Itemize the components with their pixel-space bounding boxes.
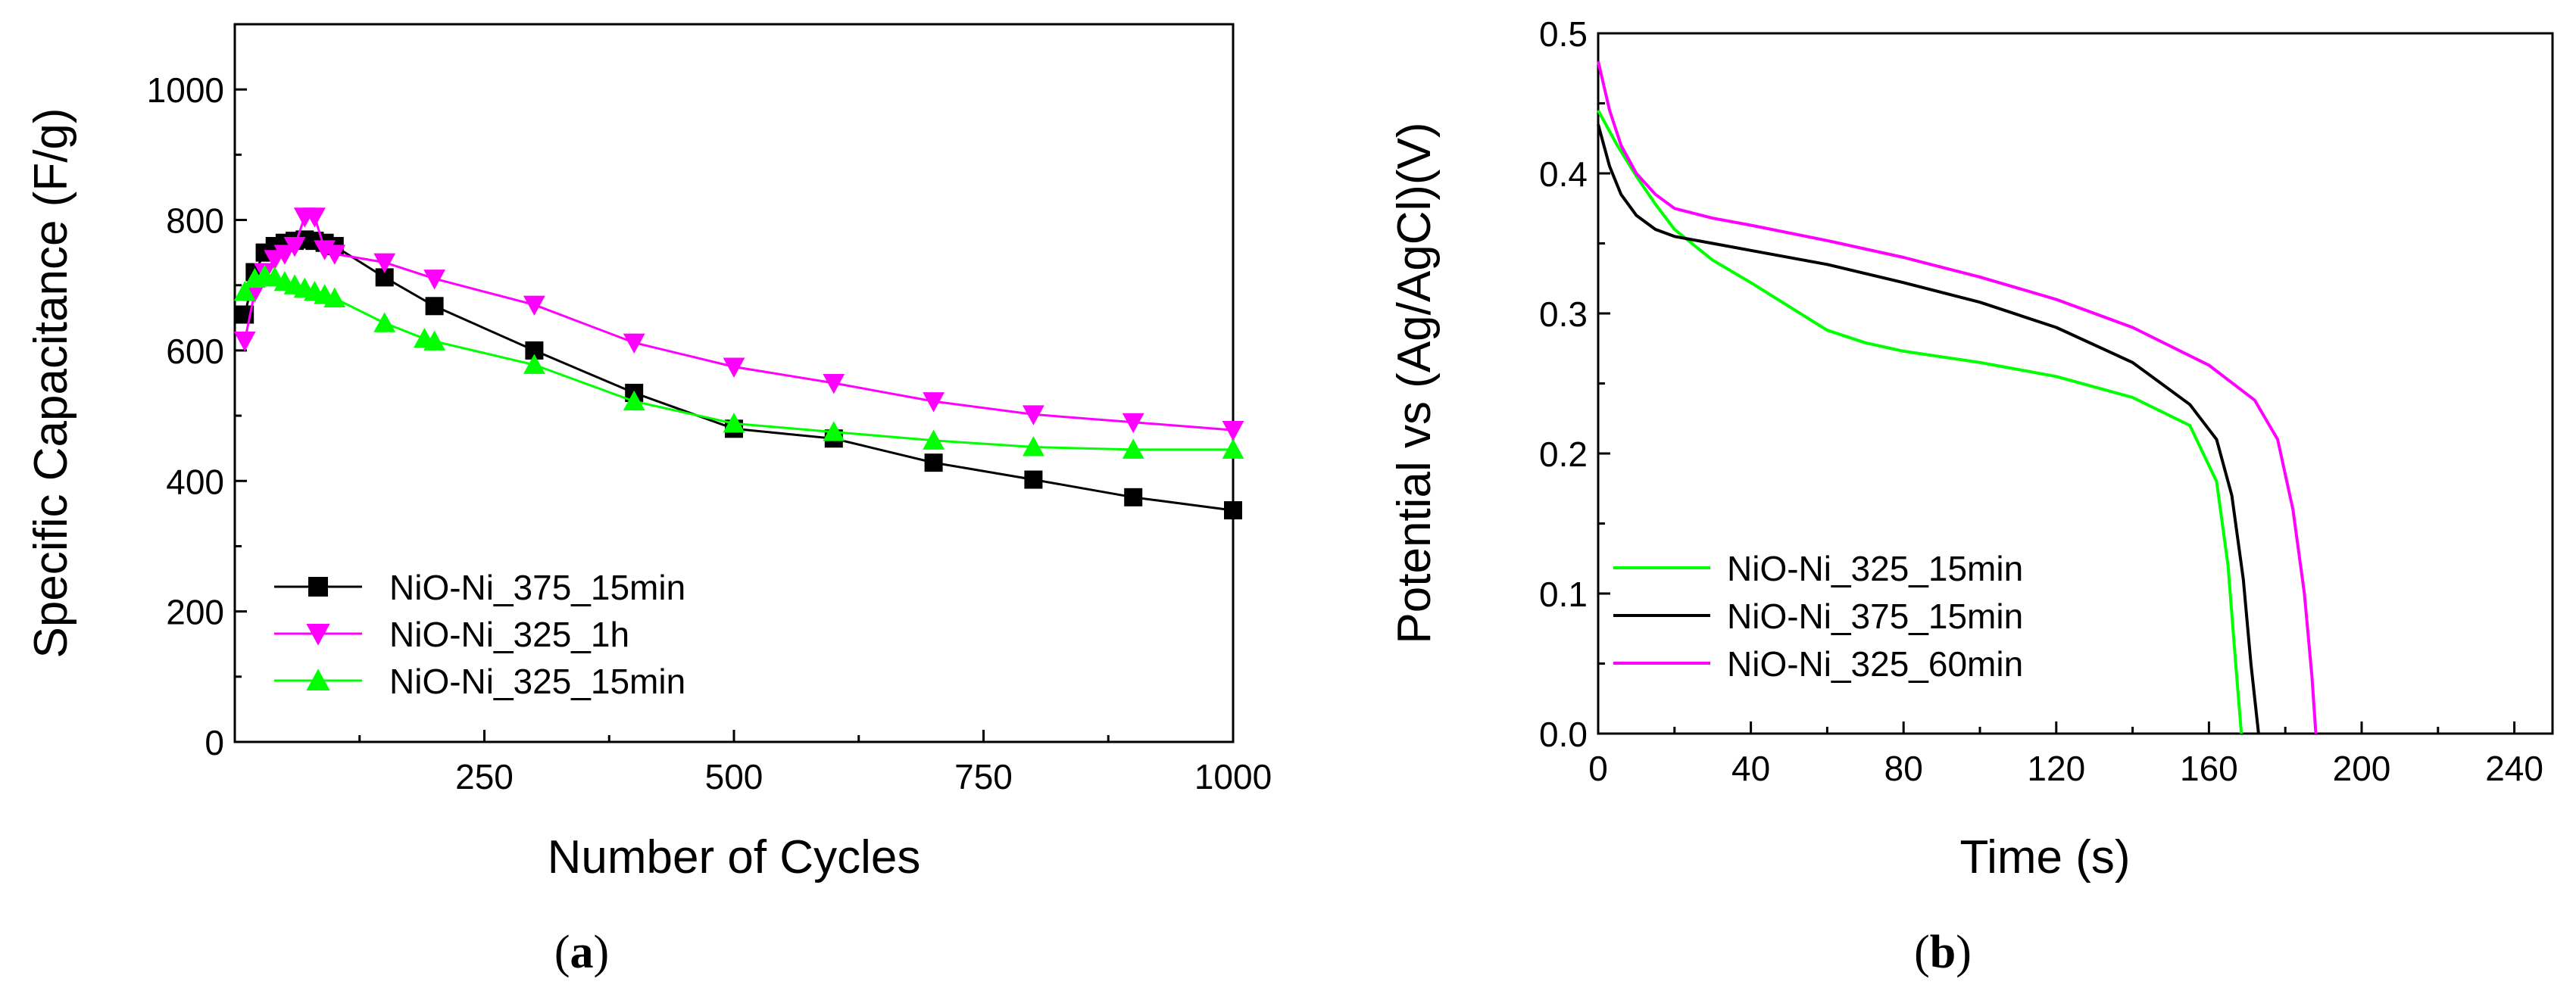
x-axis-ticks-b: 0 40 80 120 160 200 240 [1588, 721, 2543, 788]
y-tick-label: 1000 [147, 70, 224, 110]
series-NiO-Ni_325_60min [1597, 61, 2318, 734]
data-point [623, 390, 645, 411]
legend-label: NiO-Ni_325_15min [389, 662, 685, 701]
series-group-b [1597, 61, 2318, 734]
x-axis-ticks-a: 250 500 750 1000 [358, 730, 1272, 796]
data-point [423, 330, 445, 351]
legend-item: NiO-Ni_325_1h [274, 615, 629, 654]
data-point [723, 357, 745, 378]
data-point [1122, 438, 1144, 459]
legend-item: NiO-Ni_325_60min [1613, 644, 2023, 684]
x-tick-label: 40 [1731, 749, 1770, 788]
data-point [304, 207, 326, 228]
x-tick-label: 1000 [1194, 757, 1272, 796]
data-point [1024, 470, 1043, 489]
chart-panel-b: 0.0 0.1 0.2 0.3 0.4 0.5 0 40 80 120 160 200 240 Tim… [1388, 14, 2554, 978]
y-tick-label: 0.2 [1539, 435, 1588, 474]
y-tick-label: 0.4 [1539, 154, 1588, 194]
data-point [373, 312, 396, 332]
y-axis-ticks-b: 0.0 0.1 0.2 0.3 0.4 0.5 [1539, 14, 1610, 754]
data-point [723, 413, 745, 433]
panel-label-a: a [570, 927, 594, 978]
y-tick-label: 400 [166, 462, 224, 501]
y-axis-label-b: Potential vs (Ag/AgCl)(V) [1388, 122, 1441, 644]
data-point [373, 253, 396, 273]
data-point [283, 237, 306, 257]
legend-a: NiO-Ni_375_15min NiO-Ni_325_1h NiO-Ni_325_… [274, 568, 685, 701]
legend-item: NiO-Ni_375_15min [274, 568, 685, 607]
y-tick-label: 600 [166, 332, 224, 371]
x-tick-label: 0 [1588, 749, 1608, 788]
data-point [1222, 438, 1244, 459]
data-point [623, 333, 645, 354]
y-tick-label: 0.5 [1539, 14, 1588, 54]
legend-label: NiO-Ni_325_60min [1727, 644, 2023, 684]
series-group-a [233, 207, 1244, 520]
y-tick-label: 0.0 [1539, 715, 1588, 754]
x-axis-label-b: Time (s) [1960, 831, 2131, 883]
data-point [1023, 436, 1044, 457]
series-NiO-Ni_375_15min [236, 230, 1242, 520]
data-point [273, 245, 296, 265]
legend-label: NiO-Ni_325_1h [389, 615, 629, 654]
x-tick-label: 120 [2027, 749, 2085, 788]
x-tick-label: 160 [2180, 749, 2238, 788]
x-tick-label: 80 [1884, 749, 1923, 788]
data-point [1122, 413, 1144, 434]
data-point [1222, 421, 1244, 441]
panel-caption-a: (a) [554, 927, 609, 978]
x-axis-label-a: Number of Cycles [548, 831, 921, 883]
data-point [523, 295, 545, 316]
legend-b: NiO-Ni_325_15min NiO-Ni_375_15min NiO-Ni_3… [1613, 549, 2023, 684]
plot-frame-a [233, 23, 1235, 743]
series-NiO-Ni_325_1h [233, 207, 1244, 441]
legend-label: NiO-Ni_375_15min [1727, 597, 2023, 636]
x-tick-label: 240 [2485, 749, 2543, 788]
y-tick-label: 0.1 [1539, 575, 1588, 614]
series-NiO-Ni_325_15min [1597, 109, 2243, 734]
data-point [523, 354, 545, 374]
series-line [243, 215, 1234, 432]
y-tick-label: 800 [166, 201, 224, 241]
data-point [1124, 488, 1143, 506]
series-NiO-Ni_375_15min [1597, 123, 2260, 734]
y-tick-label: 200 [166, 593, 224, 632]
panel-label-b: b [1930, 927, 1956, 978]
y-axis-ticks-a: 0 200 400 600 800 1000 [147, 70, 247, 762]
panel-caption-b: (b) [1914, 927, 1972, 978]
legend-swatch-marker [306, 624, 330, 646]
data-point [425, 297, 444, 316]
data-point [923, 392, 945, 413]
x-tick-label: 250 [455, 757, 514, 796]
legend-swatch-marker [308, 577, 328, 597]
legend-label: NiO-Ni_375_15min [389, 568, 685, 607]
data-point [1224, 501, 1242, 520]
y-tick-label: 0 [205, 723, 224, 762]
legend-item: NiO-Ni_375_15min [1613, 597, 2023, 636]
data-point [323, 245, 346, 265]
data-point [323, 287, 346, 307]
data-point [233, 331, 256, 352]
x-tick-label: 200 [2333, 749, 2391, 788]
data-point [823, 374, 845, 394]
legend-label: NiO-Ni_325_15min [1727, 549, 2023, 588]
legend-swatch-marker [306, 668, 330, 690]
legend-item: NiO-Ni_325_15min [1613, 549, 2023, 588]
y-tick-label: 0.3 [1539, 294, 1588, 334]
chart-panel-a: 0 200 400 600 800 1000 250 500 750 1000 Number o… [25, 23, 1272, 978]
x-tick-label: 500 [705, 757, 763, 796]
data-point [923, 429, 945, 450]
legend-item: NiO-Ni_325_15min [274, 662, 685, 701]
data-point [924, 453, 943, 472]
data-point [1023, 405, 1044, 425]
data-point [423, 270, 445, 290]
y-axis-label-a: Specific Capacitance (F/g) [25, 108, 77, 658]
data-point [233, 280, 256, 301]
x-tick-label: 750 [954, 757, 1013, 796]
series-NiO-Ni_325_15min [233, 264, 1244, 459]
data-point [823, 421, 845, 441]
